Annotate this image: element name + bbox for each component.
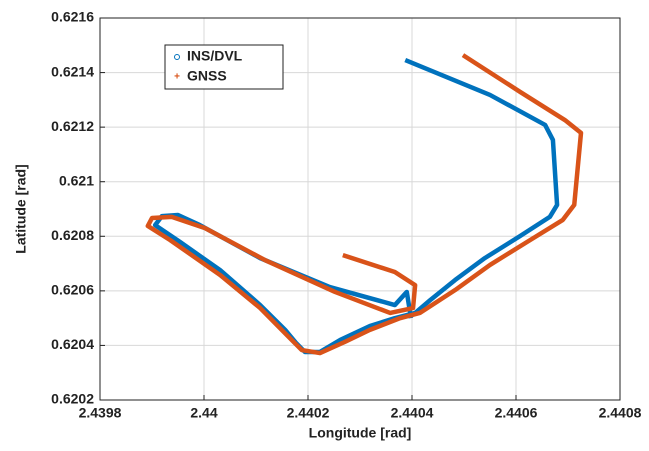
x-tick-label: 2.4404 — [391, 405, 434, 421]
y-tick-label: 0.6212 — [51, 118, 94, 134]
y-tick-label: 0.621 — [59, 172, 94, 188]
y-tick-label: 0.6208 — [51, 227, 94, 243]
x-tick-label: 2.4398 — [79, 405, 122, 421]
series-line — [145, 53, 584, 356]
plot-frame — [99, 17, 621, 401]
x-tick-label: 2.4402 — [287, 405, 330, 421]
y-tick-label: 0.6202 — [51, 391, 94, 407]
legend-marker: + — [174, 72, 180, 83]
legend-marker — [174, 54, 180, 60]
legend-box — [164, 44, 284, 90]
x-tick-label: 2.4406 — [495, 405, 538, 421]
y-tick-label: 0.6206 — [51, 282, 94, 298]
legend-label: GNSS — [187, 68, 227, 84]
y-tick-label: 0.6214 — [51, 63, 94, 79]
x-tick-label: 2.44 — [190, 405, 217, 421]
legend-label: INS/DVL — [187, 48, 243, 64]
series-line — [152, 57, 560, 355]
x-axis-label: Longitude [rad] — [309, 425, 412, 441]
y-axis-label: Latitude [rad] — [13, 164, 29, 253]
y-tick-label: 0.6204 — [51, 336, 94, 352]
x-tick-label: 2.4408 — [599, 405, 642, 421]
y-tick-label: 0.6216 — [51, 9, 94, 25]
